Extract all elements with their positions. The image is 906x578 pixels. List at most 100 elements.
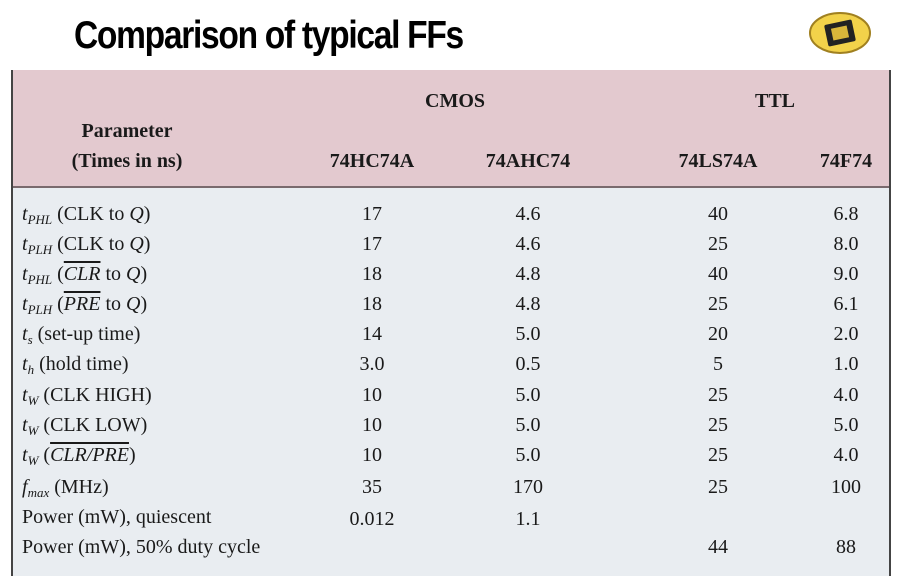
column-header: 74HC74A	[329, 150, 415, 172]
label-part: to	[100, 293, 127, 315]
row-label: Power (mW), 50% duty cycle	[22, 536, 260, 559]
label-part: s	[27, 332, 33, 347]
row-label: tPHL (CLK to Q)	[22, 203, 150, 228]
row-label: fmax (MHz)	[22, 476, 109, 501]
column-header: 74F74	[819, 150, 873, 172]
cell: 0.5	[515, 353, 541, 375]
label-part: PLH	[27, 242, 53, 257]
row-label: tW (CLK HIGH)	[22, 384, 152, 409]
row-label: tPLH (PRE to Q)	[22, 293, 147, 318]
label-part: Q	[126, 263, 141, 285]
label-part: (	[52, 263, 64, 285]
cell: 40	[708, 203, 728, 225]
label-part: (hold time)	[34, 353, 129, 375]
label-part: (	[38, 444, 51, 466]
cell: 20	[708, 323, 728, 345]
cell: 25	[708, 476, 728, 498]
cell: 17	[362, 233, 382, 255]
cell: 4.6	[515, 233, 541, 255]
label-part: Q	[129, 203, 144, 225]
label-part: t	[22, 323, 28, 345]
cell: 25	[708, 293, 728, 315]
label-part: f	[22, 476, 28, 498]
cell: 25	[708, 384, 728, 406]
label-part: t	[22, 233, 28, 255]
cell: 17	[362, 203, 382, 225]
label-part: t	[22, 353, 28, 375]
label-part: Q	[129, 233, 144, 255]
label-part: W	[27, 423, 39, 438]
cell: 6.1	[833, 293, 859, 315]
slide-title: Comparison of typical FFs	[74, 14, 464, 57]
cell: 5.0	[515, 323, 541, 345]
label-part: PLH	[27, 302, 53, 317]
label-part: PHL	[27, 272, 53, 287]
table-header-background	[13, 70, 889, 188]
label-part: )	[140, 293, 148, 315]
cell: 2.0	[833, 323, 859, 345]
label-part: h	[27, 362, 35, 377]
cell: 0.012	[349, 508, 395, 530]
parameter-header: Parameter	[81, 120, 173, 142]
label-part: (	[52, 293, 64, 315]
label-part: )	[140, 263, 148, 285]
label-part: CLR	[63, 263, 101, 285]
cell: 170	[513, 476, 543, 498]
parameter-header: (Times in ns)	[71, 150, 183, 172]
label-part: (set-up time)	[32, 323, 141, 345]
row-label: tPHL (CLR to Q)	[22, 263, 147, 288]
label-part: Power (mW), 50% duty cycle	[22, 536, 261, 558]
cell: 35	[362, 476, 382, 498]
cell: 10	[362, 444, 382, 466]
cell: 5.0	[833, 414, 859, 436]
row-label: tW (CLK LOW)	[22, 414, 147, 439]
row-label: Power (mW), quiescent	[22, 506, 211, 529]
column-header: 74LS74A	[678, 150, 758, 172]
cell: 10	[362, 414, 382, 436]
chip-icon	[809, 12, 871, 54]
label-part: t	[22, 203, 28, 225]
cell: 25	[708, 444, 728, 466]
label-part: t	[22, 384, 28, 406]
cell: 88	[836, 536, 856, 558]
cell: 5.0	[515, 384, 541, 406]
cell: 3.0	[359, 353, 385, 375]
label-part: )	[143, 203, 151, 225]
group-header: CMOS	[425, 90, 485, 112]
row-label: th (hold time)	[22, 353, 129, 378]
cell: 25	[708, 233, 728, 255]
label-part: (CLK to	[52, 233, 130, 255]
label-part: (CLK LOW)	[38, 414, 148, 436]
cell: 9.0	[833, 263, 859, 285]
column-header: 74AHC74	[485, 150, 571, 172]
cell: 44	[708, 536, 728, 558]
label-part: Power (mW), quiescent	[22, 506, 212, 528]
cell: 4.8	[515, 263, 541, 285]
cell: 18	[362, 293, 382, 315]
cell: 4.0	[833, 444, 859, 466]
label-part: to	[100, 263, 127, 285]
cell: 1.0	[833, 353, 859, 375]
cell: 4.0	[833, 384, 859, 406]
label-part: t	[22, 414, 28, 436]
cell: 6.8	[833, 203, 859, 225]
label-part: )	[128, 444, 136, 466]
group-header: TTL	[754, 90, 796, 112]
label-part: t	[22, 293, 28, 315]
row-label: ts (set-up time)	[22, 323, 140, 348]
cell: 25	[708, 414, 728, 436]
cell: 14	[362, 323, 382, 345]
cell: 100	[831, 476, 861, 498]
label-part: Q	[126, 293, 141, 315]
label-part: (MHz)	[49, 476, 109, 498]
cell: 5.0	[515, 444, 541, 466]
label-part: max	[27, 485, 50, 500]
cell: 4.6	[515, 203, 541, 225]
cell: 5.0	[515, 414, 541, 436]
cell: 4.8	[515, 293, 541, 315]
label-part: (CLK to	[52, 203, 130, 225]
label-part: CLR/PRE	[50, 444, 129, 466]
label-part: t	[22, 444, 28, 466]
cell: 5	[713, 353, 723, 375]
